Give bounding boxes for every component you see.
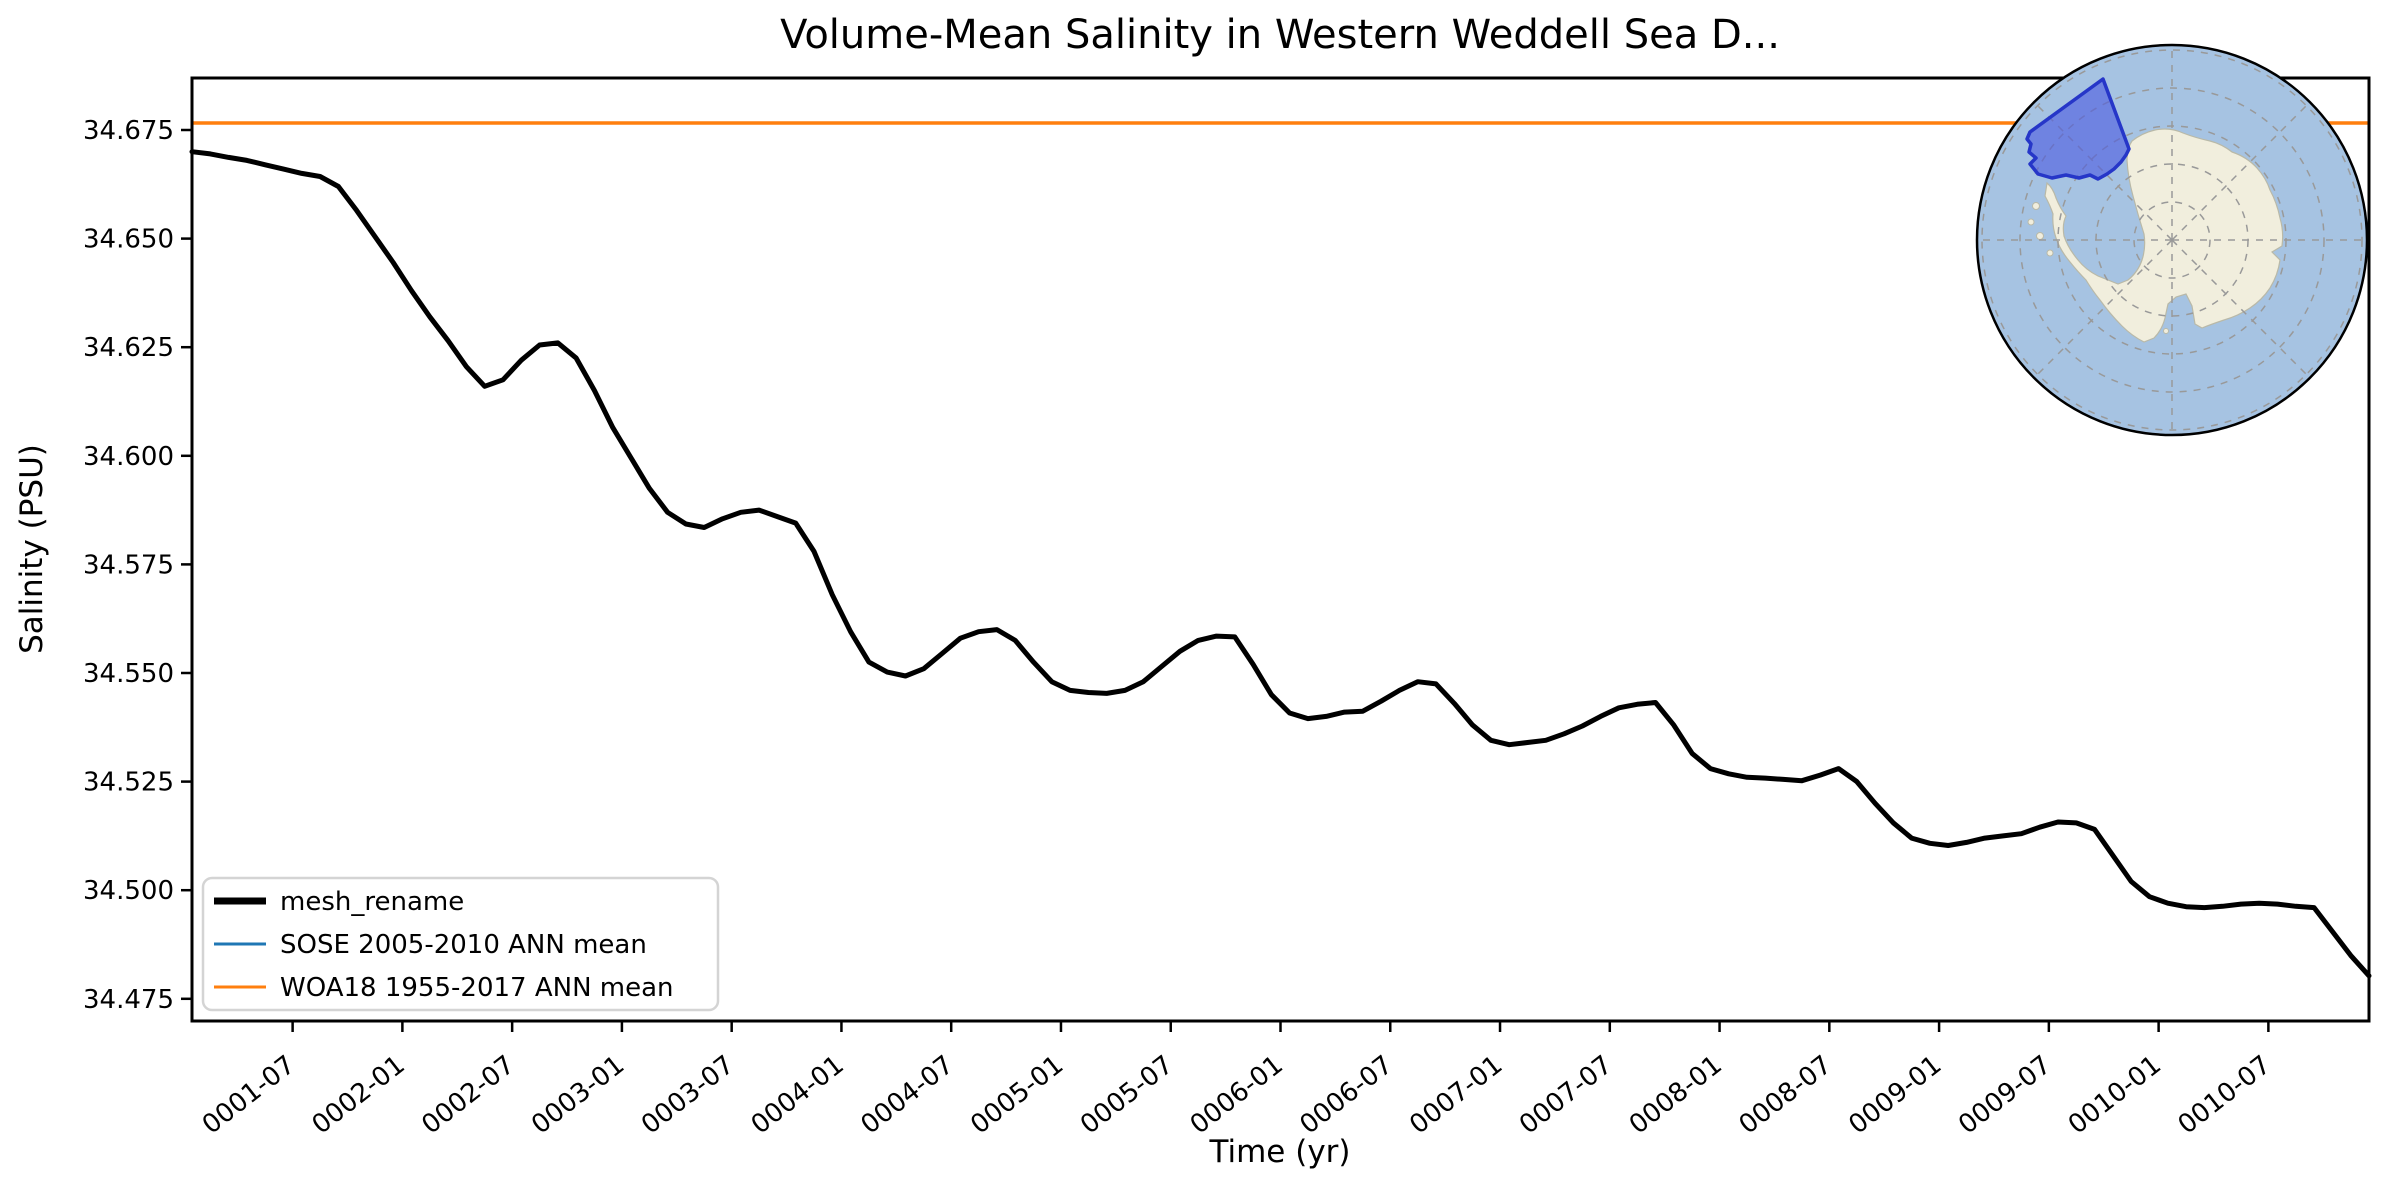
y-axis-ticks: 34.675 34.650 34.625 34.600 34.575 34.550 34.5… [83,116,192,1015]
y-tick-label: 34.525 [83,768,174,798]
x-tick-label: 0010-07 [2173,1050,2277,1141]
y-tick-label: 34.550 [83,659,174,689]
x-tick-label: 0007-07 [1514,1050,1618,1141]
legend-label-mesh-rename: mesh_rename [280,887,464,917]
x-tick-label: 0005-01 [965,1050,1069,1141]
graticule-parallel [2133,201,2211,279]
x-tick-label: 0009-07 [1953,1050,2057,1141]
graticule-parallel [2019,87,2325,393]
x-axis-ticks: 0001-07 0002-01 0002-07 0003-01 0003-07 0004-… [197,1021,2277,1140]
y-tick-label: 34.625 [83,333,174,363]
x-tick-label: 0003-01 [526,1050,630,1141]
x-tick-label: 0006-01 [1185,1050,1289,1141]
graticule-meridian [2037,239,2173,375]
antarctica-landmass [2044,128,2284,343]
x-tick-label: 0005-07 [1075,1050,1179,1141]
legend: mesh_rename SOSE 2005-2010 ANN mean WOA1… [201,876,720,1012]
x-tick-label: 0004-01 [746,1050,850,1141]
y-tick-label: 34.475 [83,985,174,1015]
x-tick-label: 0004-07 [855,1050,959,1141]
x-tick-label: 0009-01 [1843,1050,1947,1141]
x-tick-label: 0003-07 [636,1050,740,1141]
legend-label-sose: SOSE 2005-2010 ANN mean [280,930,647,960]
y-axis-label: Salinity (PSU) [14,444,50,654]
x-tick-label: 0008-01 [1624,1050,1728,1141]
x-axis-label: Time (yr) [1209,1134,1351,1170]
x-tick-label: 0001-07 [197,1050,301,1141]
x-tick-label: 0002-07 [416,1050,520,1141]
x-tick-label: 0008-07 [1734,1050,1838,1141]
peninsula-islands [2027,202,2169,334]
graticule-meridian [2171,105,2307,241]
weddell-region-polygon [2025,77,2131,181]
legend-box [201,876,720,1012]
x-tick-label: 0002-01 [307,1050,411,1141]
x-tick-label: 0010-01 [2063,1050,2167,1141]
y-tick-label: 34.650 [83,225,174,255]
graticule [1981,49,2363,431]
legend-label-woa18: WOA18 1955-2017 ANN mean [280,973,674,1003]
x-tick-label: 0007-01 [1404,1050,1508,1141]
y-tick-label: 34.575 [83,550,174,580]
y-tick-label: 34.500 [83,876,174,906]
y-tick-label: 34.675 [83,116,174,146]
graticule-parallel [1981,49,2363,431]
map-border-circle [1975,43,2369,437]
inset-map [1975,43,2369,437]
y-tick-label: 34.600 [83,442,174,472]
x-tick-label: 0006-07 [1294,1050,1398,1141]
mesh-rename-series-line [189,149,2372,979]
graticule-meridian [2171,239,2307,375]
chart-title: Volume-Mean Salinity in Western Weddell … [780,12,1780,58]
